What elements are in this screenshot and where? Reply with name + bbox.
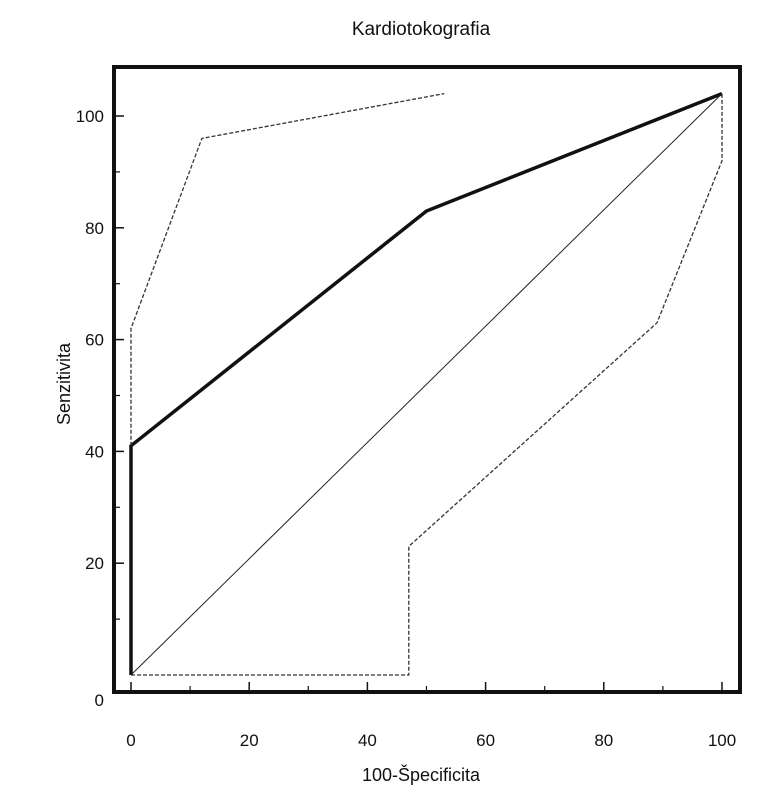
x-tick-label: 60 [476, 731, 495, 750]
plot-frame [112, 65, 742, 694]
reference-diagonal-line [130, 93, 723, 676]
lower-confidence-band-line [131, 93, 723, 676]
x-tick-label: 0 [126, 731, 135, 750]
x-axis-title: 100-Špecificita [362, 764, 481, 785]
y-axis-ticks: 0 20 40 60 80 100 [76, 107, 124, 710]
roc-curve-line [129, 91, 723, 675]
x-tick-label: 80 [594, 731, 613, 750]
y-tick-label: 100 [76, 107, 104, 126]
series-layer [129, 91, 723, 676]
chart-title: Kardiotokografia [352, 19, 491, 40]
x-tick-label: 40 [358, 731, 377, 750]
y-tick-label: 40 [85, 442, 104, 461]
y-tick-label: 20 [85, 554, 104, 573]
y-tick-label: 60 [85, 331, 104, 350]
x-tick-label: 100 [708, 731, 736, 750]
y-tick-label: 80 [85, 219, 104, 238]
x-axis-ticks: 0 20 40 60 80 100 [126, 682, 736, 750]
x-tick-label: 20 [240, 731, 259, 750]
y-tick-label: 0 [95, 691, 104, 710]
upper-confidence-band-line [130, 92, 445, 446]
y-axis-title: Senzitivita [54, 342, 74, 425]
